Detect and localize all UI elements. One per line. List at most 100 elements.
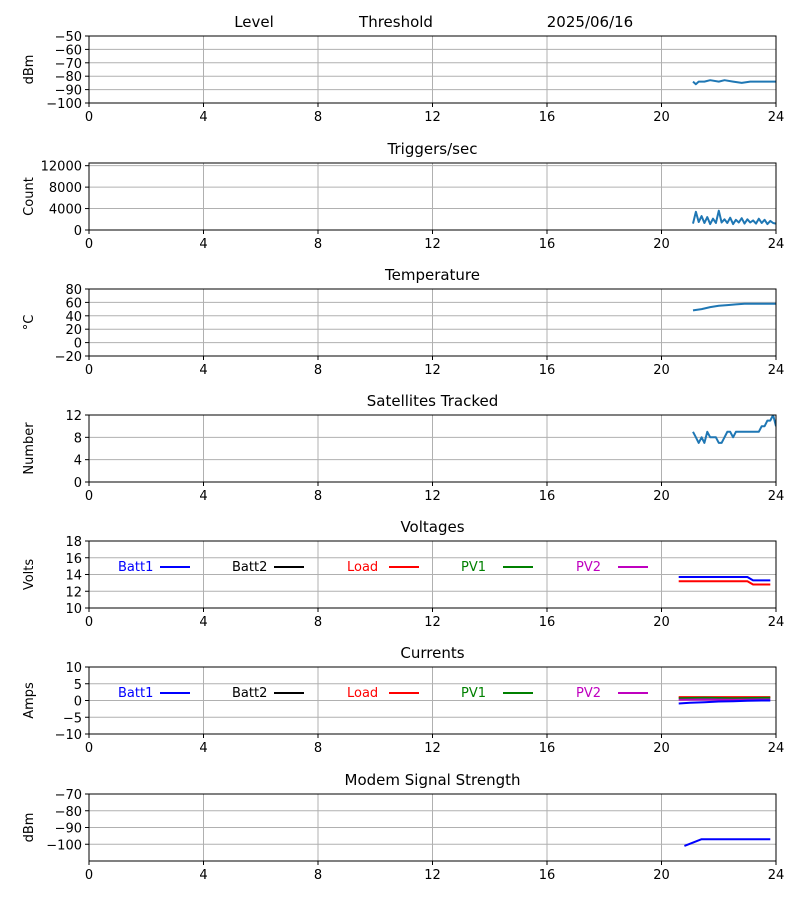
x-tick-label: 0 (85, 741, 93, 756)
y-tick-label: 16 (65, 552, 82, 567)
x-tick-label: 8 (314, 489, 322, 504)
x-tick-label: 20 (653, 615, 670, 630)
x-tick-label: 12 (424, 741, 441, 756)
subplot-title: Currents (400, 644, 464, 662)
y-tick-label: 18 (65, 535, 82, 550)
y-tick-label: 0 (74, 337, 82, 352)
x-tick-label: 20 (653, 489, 670, 504)
x-tick-label: 24 (768, 237, 785, 252)
x-tick-label: 24 (768, 363, 785, 378)
x-tick-label: 8 (314, 741, 322, 756)
legend-label-batt2: Batt2 (232, 686, 267, 701)
x-tick-label: 16 (539, 868, 556, 883)
x-tick-label: 8 (314, 615, 322, 630)
x-tick-label: 4 (199, 110, 207, 125)
y-tick-label: 10 (65, 661, 82, 676)
header-threshold-label: Threshold (358, 13, 433, 31)
x-tick-label: 20 (653, 363, 670, 378)
series-line-1 (693, 211, 776, 224)
legend-label-pv1: PV1 (461, 686, 486, 701)
legend-label-load: Load (347, 686, 378, 701)
legend-label-pv2: PV2 (576, 686, 601, 701)
x-tick-label: 12 (424, 615, 441, 630)
y-axis-label: Volts (22, 559, 37, 591)
x-tick-label: 20 (653, 868, 670, 883)
y-tick-label: −100 (46, 838, 82, 853)
y-axis-label: Amps (22, 682, 37, 719)
x-tick-label: 20 (653, 741, 670, 756)
legend-label-batt1: Batt1 (118, 686, 153, 701)
x-tick-label: 8 (314, 363, 322, 378)
x-tick-label: 16 (539, 741, 556, 756)
x-tick-label: 12 (424, 363, 441, 378)
x-tick-label: 24 (768, 110, 785, 125)
x-tick-label: 0 (85, 110, 93, 125)
y-tick-label: −100 (46, 97, 82, 112)
y-tick-label: 0 (74, 224, 82, 239)
figure-header: Level Threshold 2025/06/16 (234, 13, 633, 31)
x-tick-label: 4 (199, 868, 207, 883)
series-line-1 (693, 415, 776, 443)
y-tick-label: −10 (55, 728, 82, 743)
x-tick-label: 0 (85, 489, 93, 504)
y-tick-label: 10 (65, 602, 82, 617)
x-tick-label: 4 (199, 489, 207, 504)
x-tick-label: 4 (199, 741, 207, 756)
y-tick-label: −80 (55, 70, 82, 85)
y-tick-label: −50 (55, 30, 82, 45)
y-tick-label: 14 (65, 569, 82, 584)
x-tick-label: 24 (768, 615, 785, 630)
y-tick-label: 8000 (49, 181, 82, 196)
x-tick-label: 0 (85, 615, 93, 630)
y-tick-label: 12 (65, 409, 82, 424)
x-tick-label: 0 (85, 237, 93, 252)
subplot-title: Triggers/sec (387, 140, 478, 158)
legend-label-batt1: Batt1 (118, 560, 153, 575)
header-date: 2025/06/16 (547, 13, 633, 31)
subplot-title: Satellites Tracked (367, 392, 498, 410)
subplot-title: Modem Signal Strength (345, 771, 521, 789)
y-tick-label: 12000 (41, 160, 82, 175)
x-tick-label: 0 (85, 868, 93, 883)
x-tick-label: 12 (424, 868, 441, 883)
subplot-title: Voltages (400, 518, 464, 536)
x-tick-label: 16 (539, 489, 556, 504)
y-axis-label: dBm (22, 813, 37, 843)
y-tick-label: −90 (55, 822, 82, 837)
x-tick-label: 16 (539, 237, 556, 252)
x-tick-label: 24 (768, 741, 785, 756)
y-tick-label: 8 (74, 431, 82, 446)
x-tick-label: 12 (424, 110, 441, 125)
legend-label-batt2: Batt2 (232, 560, 267, 575)
x-tick-label: 16 (539, 615, 556, 630)
y-tick-label: 0 (74, 695, 82, 710)
y-tick-label: −5 (63, 711, 82, 726)
y-tick-label: −80 (55, 805, 82, 820)
series-line-1 (693, 304, 776, 311)
y-tick-label: −20 (55, 350, 82, 365)
y-tick-label: 20 (65, 323, 82, 338)
subplot-title: Temperature (384, 266, 480, 284)
y-tick-label: 0 (74, 476, 82, 491)
x-tick-label: 20 (653, 110, 670, 125)
y-tick-label: −70 (55, 57, 82, 72)
series-line-load (679, 581, 771, 584)
x-tick-label: 8 (314, 237, 322, 252)
x-tick-label: 12 (424, 237, 441, 252)
subplot-6: Currents Batt1 Batt2 Load PV1 PV2 0 4 8 12 16 20 24 −… (22, 644, 784, 756)
y-tick-label: 40 (65, 310, 82, 325)
x-tick-label: 0 (85, 363, 93, 378)
x-tick-label: 24 (768, 489, 785, 504)
y-tick-label: 5 (74, 678, 82, 693)
y-axis-label: Number (22, 422, 37, 475)
y-tick-label: −60 (55, 43, 82, 58)
